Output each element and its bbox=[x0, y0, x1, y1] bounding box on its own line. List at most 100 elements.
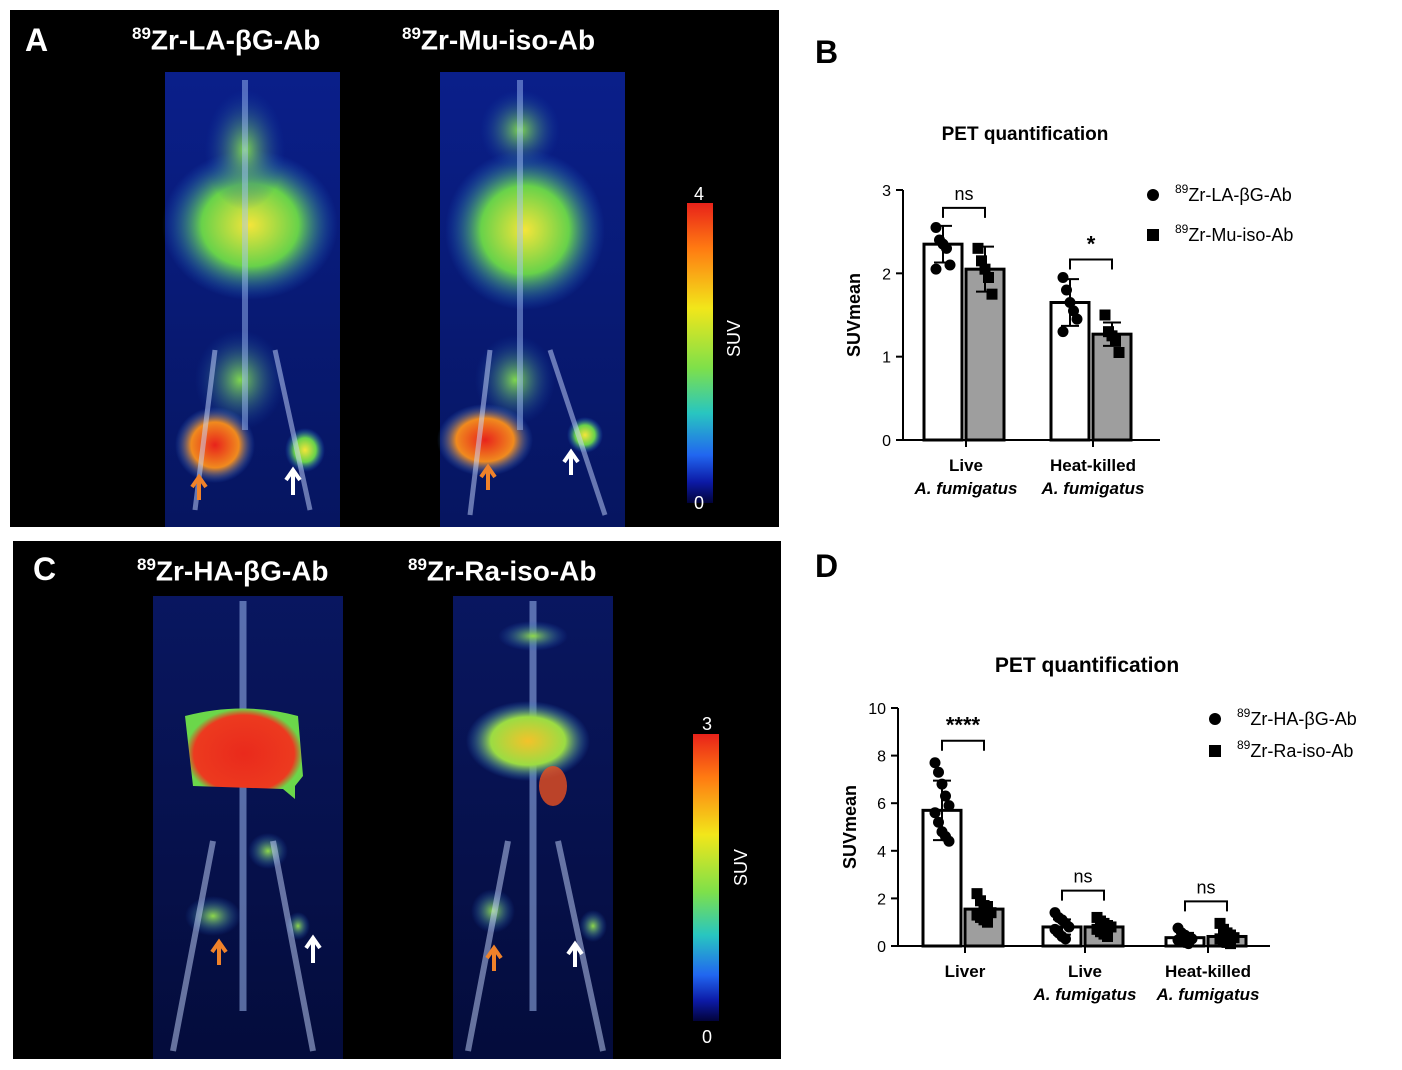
white-arrow-2 bbox=[562, 448, 580, 475]
y-tick-label: 0 bbox=[877, 939, 886, 956]
bar bbox=[1091, 332, 1133, 442]
data-point bbox=[944, 259, 956, 271]
data-point bbox=[1105, 921, 1117, 933]
data-point bbox=[1057, 272, 1069, 283]
y-tick-label: 2 bbox=[877, 891, 886, 908]
significance-label: ns bbox=[1073, 867, 1092, 887]
bar-chart-d: PET quantification SUVmean 0 2 4 6 8 10 Liver ***… bbox=[840, 654, 1357, 1004]
orange-arrow-3 bbox=[210, 938, 228, 965]
data-point bbox=[985, 907, 997, 919]
significance-bracket bbox=[1069, 258, 1113, 270]
data-point bbox=[1113, 347, 1125, 358]
legend-marker bbox=[1147, 189, 1159, 201]
data-point bbox=[976, 255, 987, 267]
data-point bbox=[1183, 938, 1194, 950]
legend-marker bbox=[1147, 229, 1159, 241]
bar bbox=[922, 242, 964, 442]
significance-label: **** bbox=[946, 713, 981, 738]
data-point bbox=[971, 888, 983, 900]
x-category-label: Heat-killed bbox=[1050, 456, 1136, 475]
chart-title: PET quantification bbox=[995, 654, 1179, 677]
x-category-sublabel: A. fumigatus bbox=[914, 479, 1018, 498]
image-title-2: 89Zr-Mu-iso-Ab bbox=[402, 24, 596, 56]
y-tick-label: 8 bbox=[877, 749, 886, 766]
data-point bbox=[930, 222, 942, 233]
y-axis-label: SUVmean bbox=[840, 785, 860, 869]
data-point bbox=[979, 263, 991, 275]
data-point bbox=[943, 800, 955, 812]
orange-arrow-4 bbox=[485, 944, 503, 971]
data-point bbox=[941, 242, 952, 254]
suv-colorbar bbox=[687, 203, 713, 503]
colorbar-axis-label: SUV bbox=[731, 848, 752, 887]
chart-title: PET quantification bbox=[942, 124, 1109, 145]
data-point bbox=[1099, 309, 1111, 321]
legend-label: 89Zr-Ra-iso-Ab bbox=[1237, 738, 1353, 761]
legend-marker bbox=[1209, 713, 1221, 725]
mouse-scan-4 bbox=[453, 596, 613, 1059]
mouse-scan-2 bbox=[437, 72, 625, 527]
legend-series-name: Zr-Ra-iso-Ab bbox=[1250, 741, 1353, 761]
y-tick-label: 6 bbox=[877, 796, 886, 813]
legend-isotope: 89 bbox=[1175, 182, 1189, 196]
significance-label: ns bbox=[1196, 877, 1215, 897]
pet-scan-images-a bbox=[162, 72, 625, 527]
legend-series-name: Zr-Mu-iso-Ab bbox=[1188, 225, 1293, 245]
data-point bbox=[929, 807, 941, 819]
mouse-scan-3 bbox=[153, 596, 343, 1059]
data-point bbox=[933, 766, 944, 778]
y-axis-label: SUVmean bbox=[844, 273, 864, 357]
data-point bbox=[1061, 284, 1072, 296]
image-title-1: 89Zr-LA-βG-Ab bbox=[132, 24, 321, 56]
data-point bbox=[1071, 313, 1083, 325]
colorbar-axis-label: SUV bbox=[724, 319, 745, 358]
significance-bracket bbox=[941, 739, 985, 751]
white-arrow-4 bbox=[566, 940, 584, 967]
x-category-label: Heat-killed bbox=[1165, 962, 1251, 981]
data-point bbox=[1063, 921, 1075, 933]
data-point bbox=[1225, 938, 1236, 950]
data-point bbox=[986, 288, 998, 300]
data-point bbox=[1228, 932, 1240, 944]
suv-colorbar bbox=[693, 734, 719, 1021]
y-tick-label: 3 bbox=[882, 183, 891, 200]
panel-letter-b: B bbox=[815, 34, 839, 70]
legend-series-name: Zr-LA-βG-Ab bbox=[1188, 185, 1291, 205]
bar bbox=[964, 267, 1006, 442]
data-point bbox=[933, 816, 944, 828]
significance-bracket bbox=[942, 206, 986, 218]
data-point bbox=[972, 242, 984, 254]
data-point bbox=[1064, 297, 1076, 308]
significance-bracket bbox=[1061, 889, 1105, 901]
image-title-3: 89Zr-HA-βG-Ab bbox=[137, 555, 329, 587]
y-tick-label: 1 bbox=[882, 350, 891, 367]
legend-marker bbox=[1209, 745, 1221, 757]
data-point bbox=[982, 916, 993, 928]
white-arrow-3 bbox=[304, 934, 322, 963]
legend-isotope: 89 bbox=[1175, 222, 1189, 236]
panel-letter-d: D bbox=[815, 548, 839, 584]
data-point bbox=[1057, 326, 1069, 338]
x-category-sublabel: A. fumigatus bbox=[1156, 985, 1260, 1004]
x-category-label: Live bbox=[949, 456, 983, 475]
y-tick-label: 0 bbox=[882, 433, 891, 450]
legend-isotope: 89 bbox=[1237, 706, 1251, 720]
data-point bbox=[1068, 305, 1079, 317]
panel-letter-a: A bbox=[25, 22, 49, 58]
pet-image-panel-a: A 89Zr-LA-βG-Ab 89Zr-Mu-iso-Ab 4 0 SUV bbox=[10, 10, 779, 527]
data-point bbox=[929, 757, 941, 769]
legend-label: 89Zr-LA-βG-Ab bbox=[1175, 182, 1292, 205]
legend-isotope: 89 bbox=[1237, 738, 1251, 752]
data-point bbox=[1110, 334, 1121, 346]
white-arrow-1 bbox=[284, 466, 302, 495]
orange-arrow-2 bbox=[479, 463, 497, 490]
x-category-label: Liver bbox=[945, 962, 986, 981]
image-title-4: 89Zr-Ra-iso-Ab bbox=[408, 555, 597, 587]
y-tick-label: 2 bbox=[882, 266, 891, 283]
mouse-scan-1 bbox=[162, 72, 340, 527]
bar-chart-b: PET quantification SUVmean 0 1 2 3 Live A. fumi… bbox=[844, 124, 1293, 498]
orange-arrow-1 bbox=[190, 473, 208, 500]
data-point bbox=[1060, 933, 1071, 945]
panel-letter-c: C bbox=[33, 551, 57, 587]
colorbar-min-label: 0 bbox=[702, 1027, 713, 1047]
